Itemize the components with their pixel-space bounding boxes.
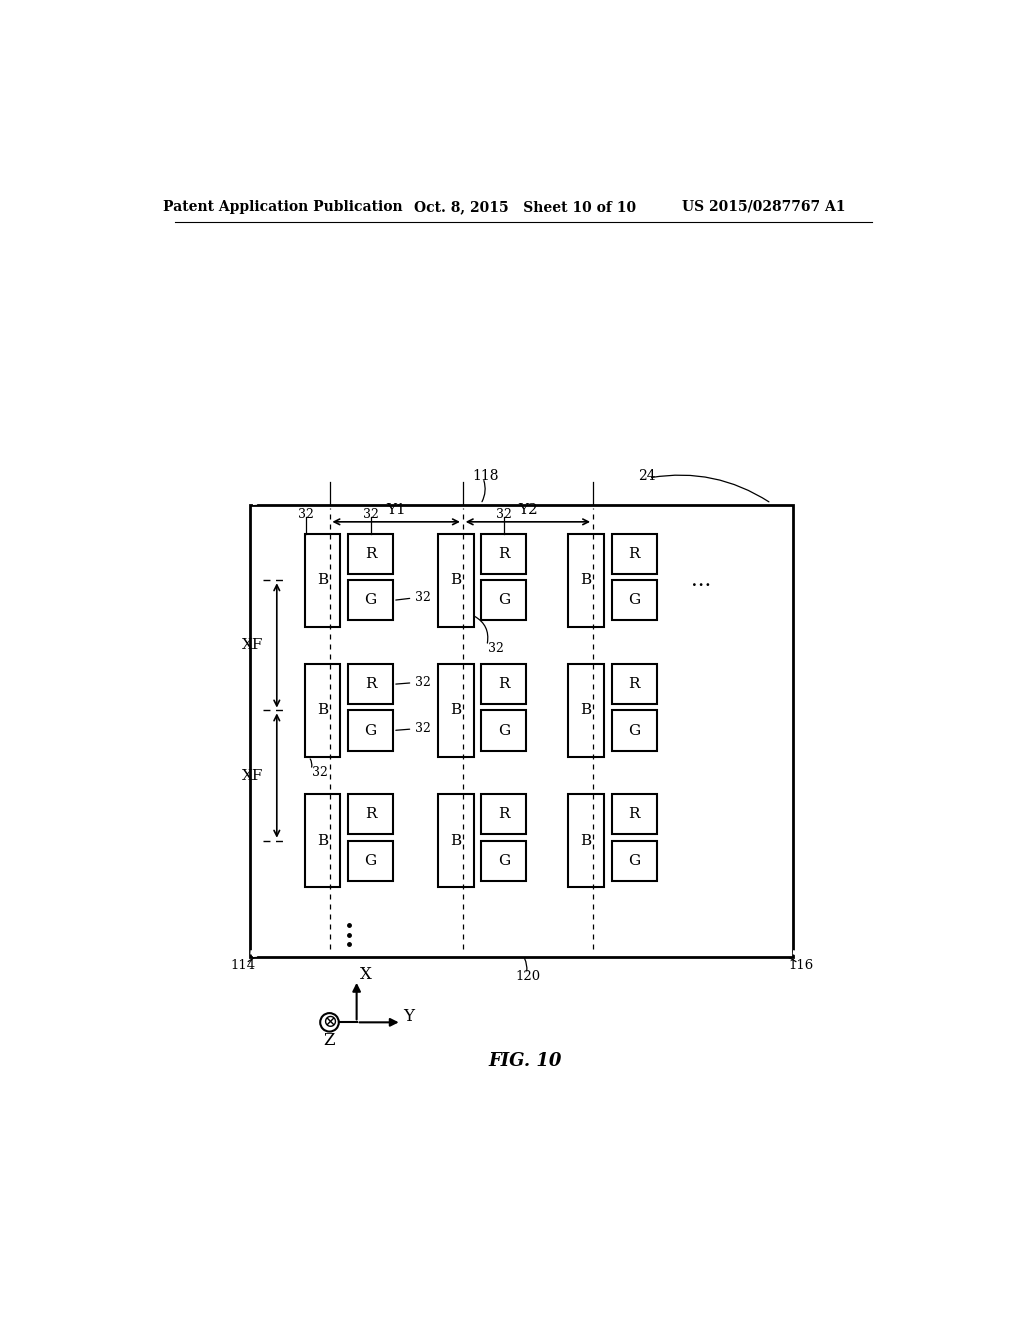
Bar xyxy=(348,841,393,880)
Text: G: G xyxy=(498,854,510,867)
Text: R: R xyxy=(365,677,377,692)
Text: 118: 118 xyxy=(473,469,500,483)
Bar xyxy=(568,535,604,627)
Bar xyxy=(305,535,340,627)
Bar xyxy=(611,710,656,751)
Bar xyxy=(481,664,526,705)
Bar xyxy=(305,795,340,887)
Text: ⊗: ⊗ xyxy=(322,1014,337,1031)
Text: Y: Y xyxy=(403,1008,414,1026)
Text: 32: 32 xyxy=(312,766,329,779)
Text: Patent Application Publication: Patent Application Publication xyxy=(163,199,402,214)
Text: B: B xyxy=(317,573,328,587)
Bar xyxy=(611,795,656,834)
Text: G: G xyxy=(628,594,640,607)
Text: B: B xyxy=(581,573,592,587)
Text: 114: 114 xyxy=(230,958,255,972)
Bar xyxy=(348,664,393,705)
Bar xyxy=(348,535,393,574)
Text: B: B xyxy=(317,704,328,718)
Bar xyxy=(481,710,526,751)
Text: G: G xyxy=(365,594,377,607)
Bar xyxy=(611,581,656,620)
Text: 32: 32 xyxy=(362,508,379,521)
Bar xyxy=(611,535,656,574)
Bar xyxy=(481,535,526,574)
Text: 32: 32 xyxy=(298,508,314,521)
Text: 32: 32 xyxy=(415,591,431,603)
Text: Oct. 8, 2015   Sheet 10 of 10: Oct. 8, 2015 Sheet 10 of 10 xyxy=(414,199,636,214)
Text: B: B xyxy=(581,704,592,718)
Text: R: R xyxy=(629,808,640,821)
Text: FIG. 10: FIG. 10 xyxy=(488,1052,561,1069)
Text: Z: Z xyxy=(324,1031,335,1048)
Text: R: R xyxy=(498,548,510,561)
Text: XF: XF xyxy=(242,639,263,652)
Text: G: G xyxy=(498,723,510,738)
Text: R: R xyxy=(629,677,640,692)
Bar xyxy=(481,581,526,620)
Text: G: G xyxy=(365,723,377,738)
Text: XF: XF xyxy=(242,768,263,783)
Text: R: R xyxy=(365,548,377,561)
Text: ...: ... xyxy=(691,570,712,590)
Bar xyxy=(568,795,604,887)
Bar xyxy=(438,535,474,627)
Text: 32: 32 xyxy=(488,642,504,655)
Text: R: R xyxy=(629,548,640,561)
Text: 120: 120 xyxy=(515,970,541,982)
Bar xyxy=(611,841,656,880)
Text: Y2: Y2 xyxy=(518,503,538,517)
Text: 116: 116 xyxy=(788,958,813,972)
Bar xyxy=(305,664,340,756)
Text: B: B xyxy=(581,834,592,847)
Text: G: G xyxy=(365,854,377,867)
Bar xyxy=(348,581,393,620)
Text: B: B xyxy=(451,834,462,847)
Text: G: G xyxy=(628,723,640,738)
Text: Y1: Y1 xyxy=(386,503,407,517)
Bar xyxy=(251,506,793,957)
Text: B: B xyxy=(317,834,328,847)
Text: R: R xyxy=(365,808,377,821)
Text: B: B xyxy=(451,704,462,718)
Text: G: G xyxy=(628,854,640,867)
Bar xyxy=(348,710,393,751)
Bar xyxy=(438,795,474,887)
Text: G: G xyxy=(498,594,510,607)
Text: 24: 24 xyxy=(638,469,656,483)
Bar xyxy=(481,841,526,880)
Bar xyxy=(611,664,656,705)
Bar xyxy=(568,664,604,756)
Text: 32: 32 xyxy=(415,722,431,735)
Text: 32: 32 xyxy=(415,676,431,689)
Bar xyxy=(438,664,474,756)
Text: B: B xyxy=(451,573,462,587)
Text: R: R xyxy=(498,808,510,821)
Text: US 2015/0287767 A1: US 2015/0287767 A1 xyxy=(682,199,845,214)
Text: X: X xyxy=(360,966,372,983)
Text: 32: 32 xyxy=(496,508,512,521)
Bar xyxy=(348,795,393,834)
Text: R: R xyxy=(498,677,510,692)
Bar xyxy=(481,795,526,834)
